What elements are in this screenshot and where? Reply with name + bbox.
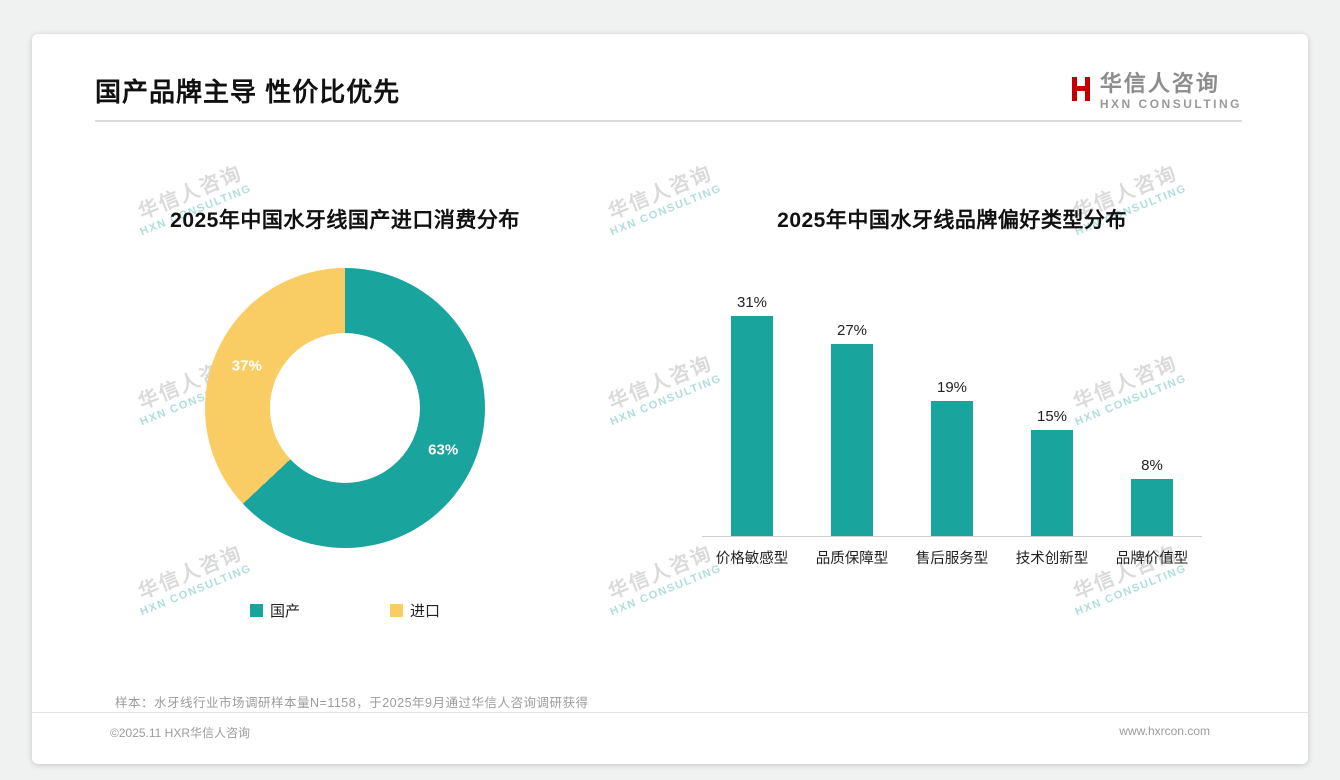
sample-footnote: 样本：水牙线行业市场调研样本量N=1158，于2025年9月通过华信人咨询调研获… xyxy=(115,696,589,710)
bar-column: 19% xyxy=(902,379,1002,536)
bar xyxy=(831,344,873,536)
bar-value-label: 31% xyxy=(736,294,768,311)
donut: 63% 37% xyxy=(205,268,485,548)
bar-category-label: 品质保障型 xyxy=(815,551,889,567)
donut-chart-block: 2025年中国水牙线国产进口消费分布 63% 37% 国产 进口 xyxy=(95,204,595,621)
bar-column: 15% xyxy=(1002,408,1102,536)
bar-category-label: 售后服务型 xyxy=(915,551,989,567)
bar-chart-title: 2025年中国水牙线品牌偏好类型分布 xyxy=(777,209,1127,232)
bar-value-label: 8% xyxy=(1141,457,1163,474)
donut-slice-label: 37% xyxy=(231,357,262,374)
bar-value-label: 27% xyxy=(836,322,868,339)
logo-subtitle: HXN CONSULTING xyxy=(1099,97,1242,112)
footer-row: ©2025.11 HXR华信人咨询 www.hxrcon.com xyxy=(110,724,1210,741)
legend-label: 国产 xyxy=(269,603,300,620)
legend-swatch xyxy=(390,604,403,617)
bar-plot: 31% 27% 19% 15% 8% xyxy=(702,290,1202,537)
bar-value-label: 19% xyxy=(936,379,968,396)
bar-category-label: 价格敏感型 xyxy=(715,551,789,567)
logo-name: 华信人咨询 xyxy=(1099,71,1220,96)
page-title: 国产品牌主导 性价比优先 xyxy=(95,77,401,107)
company-logo: 华信人咨询 HXN CONSULTING xyxy=(1070,71,1242,112)
legend-swatch xyxy=(249,604,263,617)
bar-column: 8% xyxy=(1102,457,1202,536)
bar xyxy=(931,401,973,536)
legend-item-domestic: 国产 xyxy=(249,600,300,621)
slide-card: 华信人咨询 HXN CONSULTING 华信人咨询 HXN CONSULTING 华信… xyxy=(32,34,1308,764)
footer-divider xyxy=(32,712,1308,713)
header: 国产品牌主导 性价比优先 华信人咨询 HXN CONSULTING xyxy=(95,71,1242,112)
logo-mark-icon xyxy=(1070,74,1092,109)
website-url: www.hxrcon.com xyxy=(1119,724,1210,738)
legend-item-imported: 进口 xyxy=(390,600,440,621)
bar-column: 27% xyxy=(802,322,902,536)
donut-hole xyxy=(270,333,420,483)
header-divider xyxy=(95,120,1242,122)
donut-slice-label: 63% xyxy=(428,441,459,459)
bar-column: 31% xyxy=(702,294,802,536)
donut-legend: 国产 进口 xyxy=(95,600,595,621)
bar-categories: 价格敏感型 品质保障型 售后服务型 技术创新型 品牌价值型 xyxy=(702,547,1202,568)
donut-chart-title: 2025年中国水牙线国产进口消费分布 xyxy=(170,209,520,232)
copyright-text: ©2025.11 HXR华信人咨询 xyxy=(110,726,250,740)
bar-chart-block: 2025年中国水牙线品牌偏好类型分布 31% 27% 19% 15% 8% 价格敏感型 品… xyxy=(692,204,1212,568)
bar-category-label: 技术创新型 xyxy=(1015,551,1089,567)
bar xyxy=(1131,479,1173,536)
bar xyxy=(731,316,773,536)
bar-category-label: 品牌价值型 xyxy=(1115,551,1189,567)
bar-value-label: 15% xyxy=(1036,408,1068,425)
legend-label: 进口 xyxy=(410,603,441,620)
bar xyxy=(1031,430,1073,536)
